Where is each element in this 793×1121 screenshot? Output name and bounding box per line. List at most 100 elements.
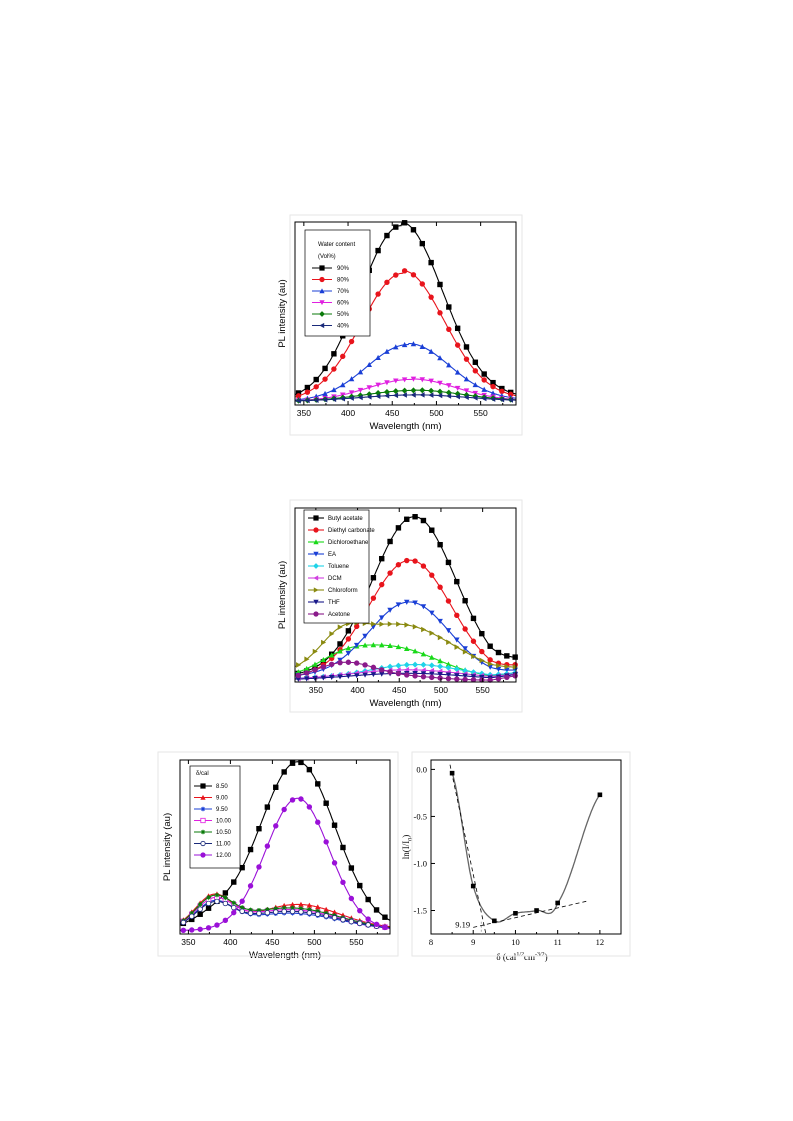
data-point (454, 385, 461, 391)
data-point (222, 900, 229, 907)
data-point (555, 900, 560, 906)
data-point (353, 673, 360, 679)
data-point (320, 664, 327, 670)
data-point (429, 527, 435, 533)
data-point (189, 927, 195, 933)
data-point (313, 376, 319, 383)
legend-marker (319, 276, 325, 283)
data-point (348, 865, 355, 871)
data-point (357, 387, 364, 393)
data-point (437, 634, 443, 641)
legend-box (304, 229, 371, 337)
data-point (265, 907, 270, 912)
x-tick-label: 12 (596, 937, 605, 947)
data-point (401, 268, 408, 274)
data-point (429, 610, 435, 616)
x-tick-label: 450 (392, 685, 406, 695)
data-point (404, 622, 410, 628)
data-point (371, 621, 377, 627)
data-point (315, 908, 321, 914)
data-point (454, 325, 461, 332)
data-point (357, 920, 363, 927)
data-point (304, 397, 310, 404)
data-point (384, 392, 390, 399)
data-point (437, 658, 443, 664)
data-point (289, 901, 296, 907)
data-point (428, 378, 434, 384)
data-point (362, 642, 368, 648)
data-point (256, 907, 262, 913)
series-chloroform (294, 620, 518, 670)
data-point (487, 643, 493, 649)
legend-marker (200, 806, 206, 812)
data-point (273, 823, 279, 829)
legend-marker (200, 852, 206, 858)
data-point (295, 676, 302, 682)
data-point (306, 804, 313, 810)
data-point (256, 910, 262, 917)
tangent-line-steep (449, 764, 487, 935)
data-point (247, 846, 254, 853)
data-point (462, 646, 468, 652)
data-point (429, 630, 435, 636)
legend-label: 10.50 (216, 830, 232, 836)
chart-panel-1: 350 400 450 500 550 Wavelength (nm) PL intensi… (277, 220, 517, 432)
data-point (231, 900, 237, 906)
x-tick-label: 400 (350, 685, 364, 695)
data-point (296, 662, 302, 668)
data-point (281, 769, 287, 775)
data-point (289, 797, 296, 803)
chart-panel-2: 350 400 450 500 550 Wavelength (nm) PL intensi… (277, 507, 519, 709)
legend-label: Dichloroethane (328, 540, 369, 546)
x-tick-label: 8 (429, 937, 433, 947)
data-point (366, 391, 373, 398)
legend-label: 40% (337, 324, 350, 330)
data-point (504, 663, 510, 670)
data-point (362, 662, 368, 668)
data-point (322, 365, 328, 372)
data-point (339, 396, 346, 402)
series-40- (295, 392, 516, 404)
data-point (331, 915, 338, 921)
data-point (384, 348, 390, 354)
data-point (410, 227, 417, 233)
data-point (512, 664, 518, 670)
data-point (462, 626, 468, 632)
data-point (512, 673, 518, 679)
plot-frame (294, 507, 517, 683)
data-point (375, 247, 381, 254)
data-point (306, 766, 313, 773)
legend-title: (Vol%) (318, 254, 336, 260)
series-12-00 (180, 796, 391, 934)
legend: Water content (Vol%)90% 80% 70% 60% 50% 40% (304, 229, 371, 337)
data-point (472, 359, 479, 365)
data-point (354, 660, 360, 666)
data-point (392, 388, 399, 395)
data-point (348, 376, 355, 382)
legend-label: 11.00 (216, 842, 231, 848)
x-tick-label: 11 (554, 937, 562, 947)
data-point (328, 674, 335, 681)
data-point (298, 759, 304, 766)
x-tick-label: 500 (307, 937, 321, 947)
data-point (495, 666, 502, 672)
data-point (512, 654, 518, 660)
figure-border (411, 751, 631, 957)
data-point (256, 826, 262, 832)
data-point (412, 558, 418, 564)
data-point (470, 677, 477, 683)
data-point (281, 806, 287, 813)
legend-marker (313, 527, 319, 533)
data-point (404, 557, 410, 564)
x-tick-label: 500 (429, 408, 443, 418)
legend-marker (313, 515, 319, 521)
data-point (205, 925, 212, 931)
data-point (366, 394, 372, 400)
data-point (462, 667, 469, 674)
data-point (387, 607, 393, 613)
annotation-label: 9.19 (455, 920, 470, 930)
data-point (437, 672, 443, 678)
data-point (437, 392, 443, 399)
legend-marker (313, 587, 319, 593)
